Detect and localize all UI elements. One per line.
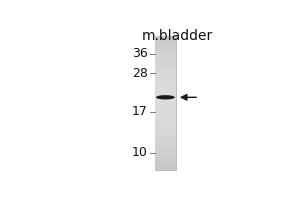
Bar [155, 103, 176, 107]
Bar [155, 40, 176, 43]
Text: 36: 36 [132, 47, 148, 60]
Bar [155, 60, 176, 63]
Text: 28: 28 [132, 67, 148, 80]
Bar [155, 137, 176, 140]
Bar [155, 167, 176, 170]
Bar [155, 70, 176, 73]
Bar [155, 56, 176, 60]
Bar [155, 154, 176, 157]
Bar [155, 63, 176, 66]
Bar [155, 73, 176, 77]
Bar [155, 117, 176, 120]
Bar [155, 83, 176, 87]
Bar [155, 113, 176, 117]
Bar [155, 100, 176, 103]
Bar [155, 160, 176, 164]
Bar [155, 36, 176, 40]
Bar [155, 133, 176, 137]
Bar [155, 50, 176, 53]
Bar [155, 66, 176, 70]
Bar [155, 97, 176, 100]
Bar [155, 87, 176, 90]
Bar [155, 157, 176, 160]
Bar [155, 53, 176, 56]
Bar [155, 80, 176, 83]
Bar [155, 110, 176, 113]
Bar [155, 140, 176, 144]
Bar [155, 120, 176, 123]
Text: 10: 10 [132, 146, 148, 159]
Bar [155, 93, 176, 97]
Bar [155, 123, 176, 127]
Bar [155, 144, 176, 147]
Bar [155, 46, 176, 50]
Text: m.bladder: m.bladder [141, 29, 213, 43]
Bar [155, 130, 176, 133]
Bar [155, 90, 176, 93]
Ellipse shape [156, 95, 175, 99]
Bar [155, 150, 176, 154]
Text: 17: 17 [132, 105, 148, 118]
Bar [155, 36, 176, 170]
Bar [155, 43, 176, 46]
Bar [155, 77, 176, 80]
Bar [155, 147, 176, 150]
Bar [155, 164, 176, 167]
Bar [155, 127, 176, 130]
Bar [155, 107, 176, 110]
